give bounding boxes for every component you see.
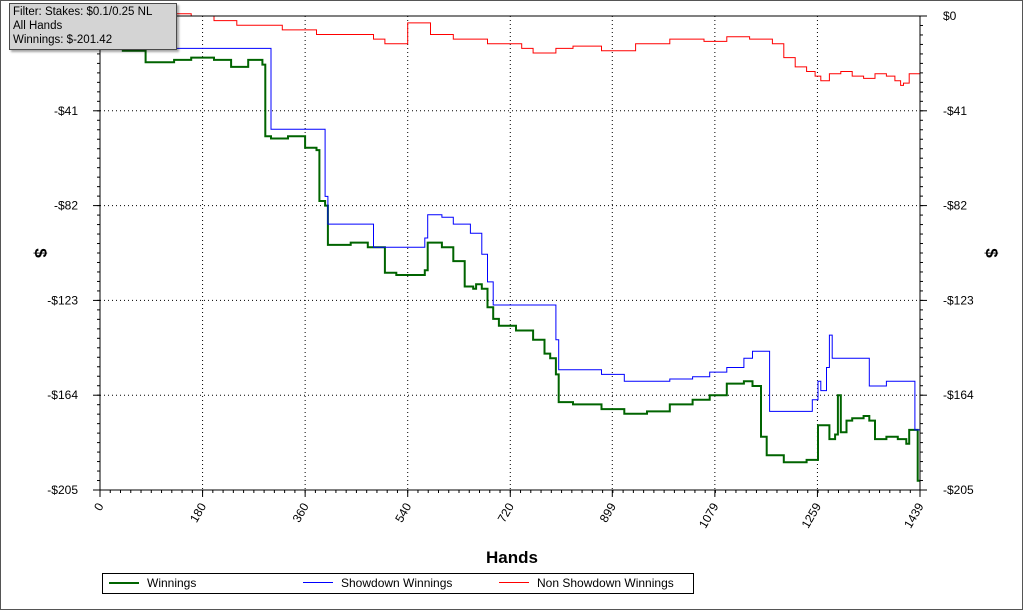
y-tick-label-right: -$205 [943, 483, 974, 497]
y-tick-label-right: -$82 [943, 199, 967, 213]
series-line-non-showdown-winnings [100, 13, 920, 86]
y-axis-title-left: $ [31, 248, 50, 258]
plot-area [99, 15, 921, 491]
y-tick-label-right: -$41 [943, 104, 967, 118]
x-tick-label: 720 [495, 500, 517, 525]
legend-label-showdown: Showdown Winnings [341, 576, 453, 590]
legend-swatch-winnings [109, 582, 139, 584]
y-tick-label-left: -$123 [47, 293, 78, 307]
x-axis-title: Hands [486, 548, 538, 567]
x-tick-label: 1259 [799, 500, 825, 530]
x-tick-label: 0 [91, 500, 107, 513]
legend: Winnings Showdown Winnings Non Showdown … [102, 573, 694, 594]
y-tick-label-left: -$164 [47, 388, 78, 402]
filter-info-box: Filter: Stakes: $0.1/0.25 NL All Hands W… [9, 3, 177, 50]
y-tick-label-right: -$164 [943, 388, 974, 402]
x-tick-label: 899 [597, 500, 619, 525]
legend-label-non-showdown: Non Showdown Winnings [537, 576, 674, 590]
x-tick-label: 360 [290, 500, 312, 525]
x-tick-label: 1079 [696, 500, 722, 530]
legend-swatch-showdown [303, 582, 333, 583]
y-axis-title-right: $ [982, 248, 1001, 258]
series-lines [100, 13, 920, 482]
legend-label-winnings: Winnings [147, 576, 197, 590]
x-tick-label: 180 [187, 500, 209, 525]
series-line-showdown-winnings [100, 15, 920, 431]
x-tick-label: 1439 [901, 500, 927, 530]
filter-winnings-text: Winnings: $-201.42 [13, 34, 113, 46]
y-tick-label-left: -$41 [54, 104, 78, 118]
filter-hands-text: All Hands [13, 20, 63, 32]
legend-swatch-non-showdown [499, 582, 529, 583]
y-tick-label-left: -$82 [54, 199, 78, 213]
y-tick-label-left: -$205 [47, 483, 78, 497]
x-tick-label: 540 [392, 500, 414, 525]
y-tick-label-right: -$123 [943, 293, 974, 307]
filter-stakes-text: Filter: Stakes: $0.1/0.25 NL [13, 6, 153, 18]
grid [100, 16, 920, 490]
y-tick-label-right: $0 [943, 9, 957, 23]
series-line-winnings [100, 15, 920, 482]
